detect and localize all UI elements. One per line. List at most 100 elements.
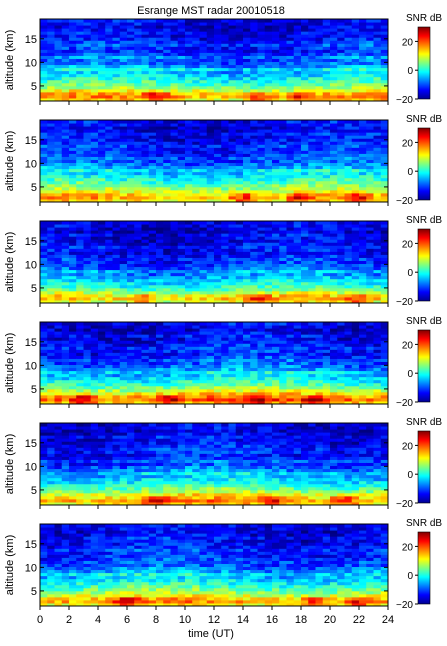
heatmap-cell bbox=[62, 92, 70, 96]
heatmap-cell bbox=[337, 184, 345, 188]
heatmap-cell bbox=[91, 62, 99, 66]
heatmap-cell bbox=[221, 358, 229, 362]
heatmap-cell bbox=[287, 153, 295, 157]
heatmap-cell bbox=[62, 187, 70, 191]
heatmap-cell bbox=[200, 233, 208, 237]
heatmap-cell bbox=[55, 163, 63, 167]
heatmap-cell bbox=[84, 322, 92, 326]
heatmap-cell bbox=[105, 371, 113, 375]
heatmap-cell bbox=[127, 383, 135, 387]
heatmap-cell bbox=[258, 343, 266, 347]
heatmap-cell bbox=[185, 175, 193, 179]
heatmap-cell bbox=[243, 398, 251, 402]
heatmap-cell bbox=[279, 129, 287, 133]
heatmap-cell bbox=[207, 31, 215, 35]
heatmap-cell bbox=[200, 260, 208, 264]
heatmap-cell bbox=[279, 368, 287, 372]
heatmap-cell bbox=[40, 156, 48, 160]
heatmap-cell bbox=[127, 328, 135, 332]
heatmap-cell bbox=[243, 86, 251, 90]
heatmap-cell bbox=[243, 325, 251, 329]
heatmap-cell bbox=[301, 264, 309, 268]
heatmap-cell bbox=[127, 40, 135, 44]
heatmap-cell bbox=[69, 187, 77, 191]
heatmap-cell bbox=[381, 248, 389, 252]
heatmap-cell bbox=[105, 65, 113, 69]
heatmap-cell bbox=[178, 175, 186, 179]
heatmap-cell bbox=[91, 236, 99, 240]
heatmap-cell bbox=[171, 49, 179, 53]
heatmap-cell bbox=[381, 49, 389, 53]
heatmap-cell bbox=[40, 153, 48, 157]
heatmap-cell bbox=[200, 377, 208, 381]
heatmap-cell bbox=[185, 224, 193, 228]
heatmap-cell bbox=[345, 86, 353, 90]
heatmap-cell bbox=[47, 31, 55, 35]
heatmap-cell bbox=[258, 291, 266, 295]
heatmap-cell bbox=[250, 175, 258, 179]
heatmap-cell bbox=[207, 166, 215, 170]
heatmap-cell bbox=[76, 77, 84, 81]
heatmap-cell bbox=[120, 395, 128, 399]
heatmap-cell bbox=[301, 156, 309, 160]
heatmap-cell bbox=[76, 282, 84, 286]
heatmap-cell bbox=[91, 279, 99, 283]
heatmap-cell bbox=[236, 126, 244, 130]
heatmap-cell bbox=[330, 230, 338, 234]
heatmap-cell bbox=[272, 245, 280, 249]
heatmap-cell bbox=[374, 135, 382, 139]
heatmap-cell bbox=[236, 138, 244, 142]
heatmap-cell bbox=[374, 58, 382, 62]
heatmap-cell bbox=[258, 172, 266, 176]
heatmap-cell bbox=[40, 322, 48, 326]
heatmap-cell bbox=[192, 163, 200, 167]
heatmap-cell bbox=[69, 221, 77, 225]
heatmap-cell bbox=[258, 190, 266, 194]
heatmap-cell bbox=[272, 368, 280, 372]
heatmap-cell bbox=[134, 123, 142, 127]
heatmap-cell bbox=[265, 334, 273, 338]
heatmap-cell bbox=[279, 80, 287, 84]
heatmap-cell bbox=[366, 31, 374, 35]
heatmap-cell bbox=[113, 153, 121, 157]
heatmap-cell bbox=[55, 358, 63, 362]
heatmap-cell bbox=[258, 169, 266, 173]
heatmap-cell bbox=[229, 129, 237, 133]
heatmap-cell bbox=[366, 260, 374, 264]
heatmap-cell bbox=[236, 264, 244, 268]
heatmap-cell bbox=[250, 270, 258, 274]
heatmap-cell bbox=[207, 71, 215, 75]
heatmap-cell bbox=[120, 349, 128, 353]
heatmap-cell bbox=[120, 251, 128, 255]
heatmap-cell bbox=[200, 153, 208, 157]
heatmap-cell bbox=[105, 355, 113, 359]
heatmap-cell bbox=[185, 83, 193, 87]
heatmap-cell bbox=[185, 334, 193, 338]
heatmap-cell bbox=[294, 389, 302, 393]
heatmap-cell bbox=[192, 257, 200, 261]
heatmap-cell bbox=[171, 126, 179, 130]
heatmap-cell bbox=[214, 156, 222, 160]
heatmap-cell bbox=[294, 187, 302, 191]
heatmap-cell bbox=[62, 34, 70, 38]
heatmap-cell bbox=[258, 371, 266, 375]
heatmap-cell bbox=[250, 242, 258, 246]
heatmap-cell bbox=[171, 377, 179, 381]
heatmap-cell bbox=[163, 239, 171, 243]
heatmap-cell bbox=[163, 169, 171, 173]
heatmap-cell bbox=[149, 150, 157, 154]
heatmap-cell bbox=[272, 260, 280, 264]
heatmap-cell bbox=[192, 221, 200, 225]
heatmap-cell bbox=[214, 358, 222, 362]
heatmap-cell bbox=[105, 233, 113, 237]
heatmap-cell bbox=[127, 325, 135, 329]
heatmap-cell bbox=[134, 65, 142, 69]
heatmap-cell bbox=[55, 349, 63, 353]
heatmap-cell bbox=[359, 31, 367, 35]
heatmap-cell bbox=[55, 242, 63, 246]
heatmap-cell bbox=[47, 55, 55, 59]
heatmap-cell bbox=[272, 267, 280, 271]
heatmap-cell bbox=[323, 285, 331, 289]
heatmap-cell bbox=[229, 346, 237, 350]
heatmap-cell bbox=[381, 126, 389, 130]
